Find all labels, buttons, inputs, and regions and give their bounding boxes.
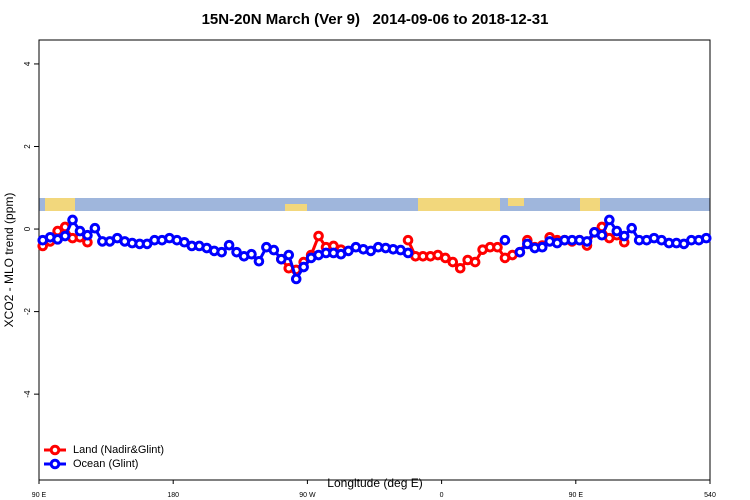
data-point xyxy=(492,241,503,253)
y-tick-label: 4 xyxy=(23,61,32,66)
x-tick-label: 180 xyxy=(167,492,179,499)
data-point xyxy=(290,273,302,285)
data-point xyxy=(89,222,101,234)
data-point xyxy=(440,252,451,264)
data-point xyxy=(454,262,466,274)
data-point xyxy=(59,230,71,242)
y-axis-label: XCO2 - MLO trend (ppm) xyxy=(2,193,16,328)
data-point xyxy=(298,261,309,273)
data-point xyxy=(581,236,593,247)
data-point xyxy=(253,255,265,267)
data-point xyxy=(402,234,414,246)
legend: Land (Nadir&Glint) Ocean (Glint) xyxy=(44,444,164,470)
x-axis-label: Longitude (deg E) xyxy=(327,476,422,490)
data-point xyxy=(283,249,295,261)
data-point xyxy=(246,248,257,260)
data-point xyxy=(447,256,459,268)
x-tick-label: 90 E xyxy=(32,492,47,499)
data-point xyxy=(223,239,235,251)
data-point xyxy=(276,253,287,265)
legend-marker xyxy=(49,444,61,456)
map-strip xyxy=(39,198,710,211)
data-point xyxy=(700,232,712,244)
x-tick-label: 90 W xyxy=(299,492,316,499)
data-point xyxy=(514,246,526,258)
data-point xyxy=(313,230,324,242)
series xyxy=(37,214,712,285)
data-point xyxy=(626,222,638,234)
data-point xyxy=(268,244,280,256)
x-tick-label: 540 xyxy=(704,492,716,499)
y-tick-label: 2 xyxy=(23,144,32,149)
data-point xyxy=(596,229,608,241)
data-point xyxy=(611,225,623,237)
data-point xyxy=(522,238,533,250)
legend-marker xyxy=(49,458,61,470)
data-point xyxy=(216,246,227,258)
x-tick-label: 90 E xyxy=(569,492,584,499)
data-point xyxy=(82,229,93,241)
data-point xyxy=(74,225,86,237)
data-point xyxy=(231,246,242,258)
y-tick-label: 0 xyxy=(23,226,32,231)
data-point xyxy=(67,214,78,226)
legend-label: Land (Nadir&Glint) xyxy=(73,444,164,456)
chart-title: 15N-20N March (Ver 9) 2014-09-06 to 2018… xyxy=(202,11,549,28)
data-point xyxy=(402,247,414,259)
data-point xyxy=(499,234,511,246)
y-tick-label: -4 xyxy=(23,390,32,398)
y-tick-label: -2 xyxy=(23,307,32,315)
plot-frame xyxy=(38,39,711,481)
data-point xyxy=(618,230,630,242)
legend-label: Ocean (Glint) xyxy=(73,458,138,470)
data-point xyxy=(604,214,615,226)
x-tick-label: 0 xyxy=(440,492,444,499)
data-point xyxy=(536,241,548,253)
data-point xyxy=(469,256,481,268)
